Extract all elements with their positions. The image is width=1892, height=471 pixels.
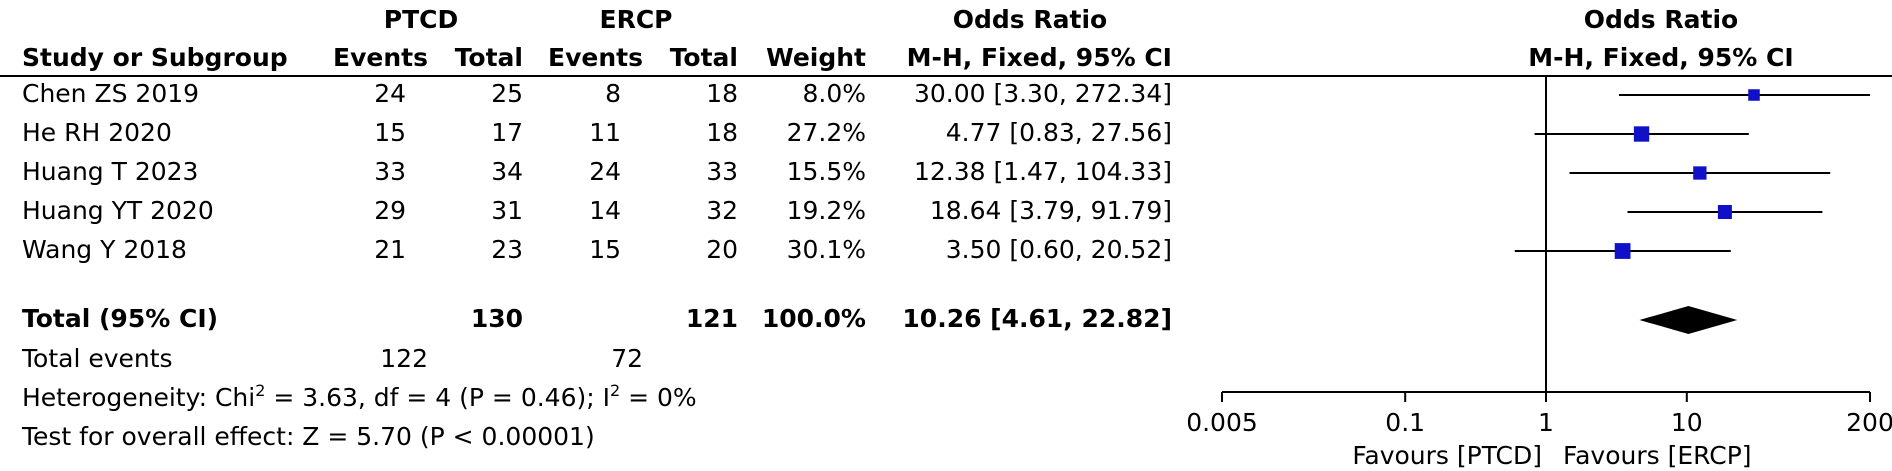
ci-value: 3.50 [0.60, 20.52] xyxy=(946,235,1172,264)
ercp-total: 20 xyxy=(706,235,738,264)
column-header-ci: M-H, Fixed, 95% CI xyxy=(907,43,1172,72)
plot-header-title: Odds Ratio xyxy=(1584,5,1738,34)
ercp-total: 32 xyxy=(706,196,738,225)
weight-value: 15.5% xyxy=(787,157,866,186)
point-marker xyxy=(1748,89,1760,101)
ercp-events: 15 xyxy=(589,235,621,264)
total-events-row: Total events 122 72 xyxy=(21,344,643,373)
point-marker xyxy=(1717,204,1732,220)
total-ercp: 121 xyxy=(686,304,738,333)
heterogeneity-text: Heterogeneity: Chi2 = 3.63, df = 4 (P = … xyxy=(22,381,697,412)
column-header-weight: Weight xyxy=(766,43,866,72)
total-row: Total (95% CI) 130 121 100.0% 10.26 [4.6… xyxy=(22,304,1172,333)
study-name: He RH 2020 xyxy=(22,118,172,147)
ptcd-total: 17 xyxy=(491,118,523,147)
table-row: He RH 2020 15 17 11 18 27.2% 4.77 [0.83,… xyxy=(22,118,1172,147)
ptcd-total: 31 xyxy=(491,196,523,225)
ercp-events: 14 xyxy=(589,196,621,225)
tick-1-label: 1 xyxy=(1538,408,1554,437)
weight-value: 8.0% xyxy=(802,79,866,108)
ercp-total: 18 xyxy=(706,118,738,147)
weight-value: 19.2% xyxy=(787,196,866,225)
study-name: Huang YT 2020 xyxy=(22,196,214,225)
pooled-diamond xyxy=(1639,306,1738,334)
overall-effect-text: Test for overall effect: Z = 5.70 (P < 0… xyxy=(21,422,595,451)
ci-value: 30.00 [3.30, 272.34] xyxy=(914,79,1172,108)
table-row: Chen ZS 2019 24 25 8 18 8.0% 30.00 [3.30… xyxy=(22,79,1172,108)
ercp-events: 8 xyxy=(605,79,621,108)
tick-0-005-label: 0.005 xyxy=(1186,408,1258,437)
ci-value: 4.77 [0.83, 27.56] xyxy=(946,118,1172,147)
plot-area: 0.005 0.1 1 10 200 xyxy=(1186,77,1892,437)
total-events-ercp: 72 xyxy=(611,344,643,373)
group-header-odds-ratio: Odds Ratio xyxy=(953,5,1107,34)
ptcd-total: 25 xyxy=(491,79,523,108)
group-header-ercp: ERCP xyxy=(600,5,673,34)
ercp-total: 18 xyxy=(706,79,738,108)
study-name: Wang Y 2018 xyxy=(22,235,187,264)
table-row: Huang YT 2020 29 31 14 32 19.2% 18.64 [3… xyxy=(22,196,1172,225)
ptcd-total: 34 xyxy=(491,157,523,186)
weight-value: 27.2% xyxy=(787,118,866,147)
ptcd-events: 29 xyxy=(374,196,406,225)
total-weight: 100.0% xyxy=(762,304,866,333)
total-events-label: Total events xyxy=(21,344,173,373)
column-header-ptcd-total: Total xyxy=(455,43,523,72)
ptcd-events: 15 xyxy=(374,118,406,147)
ptcd-total: 23 xyxy=(491,235,523,264)
study-rows: Chen ZS 2019 24 25 8 18 8.0% 30.00 [3.30… xyxy=(22,79,1172,264)
group-header-ptcd: PTCD xyxy=(384,5,458,34)
ercp-events: 11 xyxy=(589,118,621,147)
tick-10-label: 10 xyxy=(1671,408,1703,437)
table-row: Huang T 2023 33 34 24 33 15.5% 12.38 [1.… xyxy=(22,157,1172,186)
point-marker xyxy=(1693,166,1707,180)
total-label: Total (95% CI) xyxy=(22,304,218,333)
study-name: Chen ZS 2019 xyxy=(22,79,199,108)
column-header-ercp-total: Total xyxy=(670,43,738,72)
column-header-study: Study or Subgroup xyxy=(22,43,288,72)
table-row: Wang Y 2018 21 23 15 20 30.1% 3.50 [0.60… xyxy=(22,235,1172,264)
weight-value: 30.1% xyxy=(787,235,866,264)
ptcd-events: 33 xyxy=(374,157,406,186)
tick-0-1-label: 0.1 xyxy=(1385,408,1425,437)
column-header-ptcd-events: Events xyxy=(333,43,428,72)
ercp-total: 33 xyxy=(706,157,738,186)
favours-left-label: Favours [PTCD] xyxy=(1352,441,1542,470)
favours-right-label: Favours [ERCP] xyxy=(1563,441,1752,470)
ptcd-events: 21 xyxy=(374,235,406,264)
point-marker xyxy=(1633,126,1650,142)
tick-200-label: 200 xyxy=(1846,408,1892,437)
total-ptcd: 130 xyxy=(471,304,523,333)
ci-value: 12.38 [1.47, 104.33] xyxy=(914,157,1172,186)
ptcd-events: 24 xyxy=(374,79,406,108)
total-events-ptcd: 122 xyxy=(380,344,428,373)
ci-value: 18.64 [3.79, 91.79] xyxy=(930,196,1172,225)
point-marker xyxy=(1614,243,1631,259)
ercp-events: 24 xyxy=(589,157,621,186)
plot-header-method: M-H, Fixed, 95% CI xyxy=(1528,43,1793,72)
total-ci: 10.26 [4.61, 22.82] xyxy=(902,304,1172,333)
study-name: Huang T 2023 xyxy=(22,157,198,186)
column-header-ercp-events: Events xyxy=(548,43,643,72)
